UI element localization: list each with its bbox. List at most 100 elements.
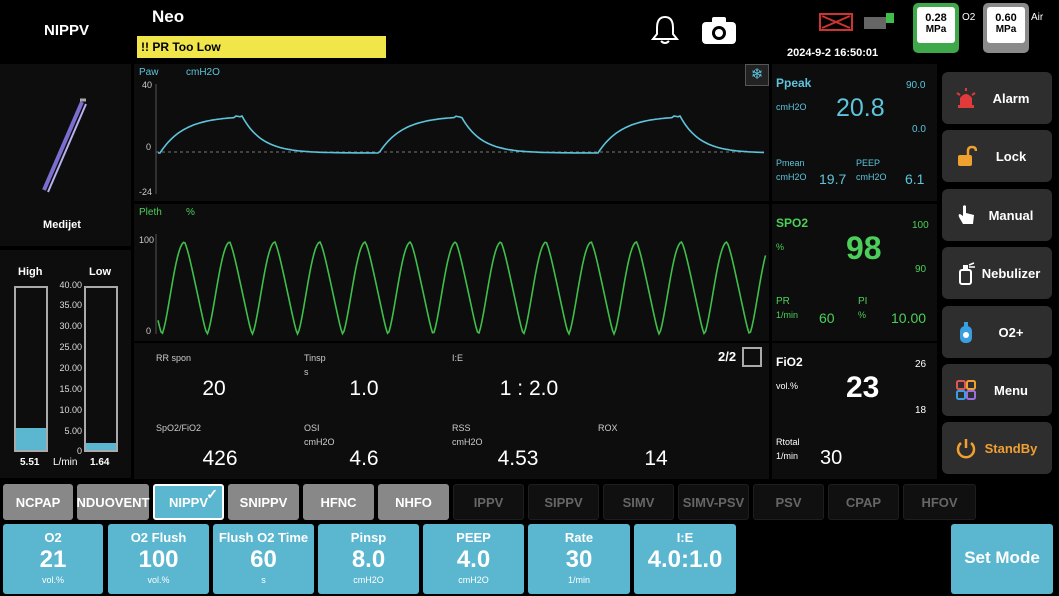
paw-ymin: -24 [139,187,153,197]
lock-button[interactable]: Lock [942,130,1052,182]
pmean-label: Pmean [776,158,805,168]
rtotal-value: 30 [820,447,843,469]
rr-spon-label: RR spon [156,353,192,363]
alarm-button[interactable]: Alarm [942,72,1052,124]
page-indicator[interactable]: 2/2 [718,349,737,364]
param-label: I:E [676,530,694,545]
paw-title: Paw [139,67,159,78]
paw-ymax: 40 [142,80,153,90]
rr-spon-value: 20 [202,377,226,400]
power-icon [954,436,978,460]
checkmark-icon: ✓ [206,486,218,502]
param-pinsp[interactable]: Pinsp 8.0 cmH2O [318,524,419,594]
pr-unit: 1/min [776,310,799,320]
param-ie[interactable]: I:E 4.0:1.0 [634,524,736,594]
nasal-cannula-icon [34,98,94,203]
rtotal-label: Rtotal [776,437,800,447]
flow-low-bar [84,286,118,452]
nebulizer-button[interactable]: Nebulizer [942,247,1052,299]
device-name: Medijet [43,219,81,231]
mode-title: NIPPV [44,22,90,39]
param-o2-flush[interactable]: O2 Flush 100 vol.% [108,524,209,594]
mode-tab-simv[interactable]: SIMV [603,484,674,520]
o2-supply-unit: MPa [925,24,947,35]
air-supply-unit: MPa [995,24,1017,35]
spo2-value: 98 [846,230,882,266]
bell-icon[interactable] [648,14,682,51]
o2-supply-gauge: 0.28 MPa [913,3,959,53]
param-unit: vol.% [147,575,170,585]
alarm-message-bar[interactable]: !! PR Too Low [137,36,386,58]
siren-icon [954,86,978,110]
freeze-icon[interactable]: ❄ [745,64,769,86]
rss-value: 4.53 [497,447,539,470]
fio2-low-limit: 18 [915,405,927,416]
manual-button[interactable]: Manual [942,189,1052,241]
o2-plus-button-label: O2+ [998,324,1024,340]
air-supply-value: 0.60 [995,12,1017,24]
param-o2[interactable]: O2 21 vol.% [3,524,103,594]
tinsp-value: 1.0 [349,377,379,400]
param-value: 60 [250,546,277,573]
pmean-value: 19.7 [819,171,847,187]
camera-icon[interactable] [700,14,738,51]
flow-unit: L/min [53,457,78,468]
peep-value: 6.1 [905,171,925,187]
measurements-panel: 2/2 RR spon 20 Tinsp s 1.0 I:E 1 : 2.0 S… [134,343,769,479]
nebulizer-icon [954,261,978,285]
standby-button-label: StandBy [984,440,1038,456]
param-peep[interactable]: PEEP 4.0 cmH2O [423,524,524,594]
peep-label: PEEP [856,158,881,168]
pleth-unit: % [186,207,195,218]
spo2-low-limit: 90 [915,264,927,275]
air-supply-gauge: 0.60 MPa [983,3,1029,53]
param-unit: s [261,575,266,585]
spo2-fio2-value: 426 [202,447,238,470]
mode-tab-sippv[interactable]: SIPPV [528,484,599,520]
fio2-label: FiO2 [776,355,803,369]
pleth-ymax: 100 [139,235,155,245]
mode-tab-hfnc[interactable]: HFNC [303,484,374,520]
mode-tab-nhfo[interactable]: NHFO [378,484,449,520]
patient-type: Neo [152,7,185,26]
pi-value: 10.00 [891,310,927,326]
spo2-panel: SPO2 100 % 98 90 PR 1/min 60 PI % 10.00 [772,204,937,341]
param-label: Flush O2 Time [218,530,309,545]
param-rate[interactable]: Rate 30 1/min [528,524,630,594]
air-supply-label: Air [1031,12,1044,23]
flow-scale: 40.00 35.00 30.00 25.00 20.00 15.00 10.0… [59,280,82,456]
mode-tab-ncpap[interactable]: NCPAP [3,484,73,520]
mode-tab-nduovent[interactable]: NDUOVENT [77,484,149,520]
manual-button-label: Manual [988,207,1034,223]
param-flush-o2-time[interactable]: Flush O2 Time 60 s [213,524,314,594]
ie-label: I:E [452,353,464,363]
param-value: 30 [565,546,593,573]
hand-pointer-icon [954,203,978,227]
mode-tab-psv[interactable]: PSV [753,484,824,520]
mode-tab-snippv[interactable]: SNIPPV [228,484,299,520]
rtotal-unit: 1/min [776,451,799,461]
page-switch-icon[interactable] [742,347,762,367]
ppeak-value: 20.8 [836,94,885,122]
standby-button[interactable]: StandBy [942,422,1052,474]
menu-button[interactable]: Menu [942,364,1052,416]
o2-supply-label: O2 [962,12,976,23]
rox-value: 14 [644,447,668,470]
o2-plus-button[interactable]: O2+ [942,306,1052,358]
param-value: 8.0 [351,546,386,573]
flow-high-label: High [18,266,43,278]
mode-tab-simv-psv[interactable]: SIMV-PSV [678,484,749,520]
ppeak-panel: Ppeak 90.0 cmH2O 20.8 0.0 Pmean cmH2O 19… [772,64,937,201]
flow-panel: High Low 40.00 35.00 30.00 25.00 20.00 1… [0,250,131,478]
pleth-trace [155,234,767,337]
datetime: 2024-9-2 16:50:01 [787,47,879,59]
mode-tab-nippv[interactable]: NIPPV ✓ [153,484,224,520]
set-mode-button[interactable]: Set Mode [951,524,1053,594]
spo2-high-limit: 100 [912,220,929,231]
mode-tab-hfov[interactable]: HFOV [903,484,976,520]
mode-tab-nippv-label: NIPPV [168,494,208,510]
param-label: O2 Flush [130,530,187,545]
param-value: 21 [39,546,67,573]
mode-tab-cpap[interactable]: CPAP [828,484,899,520]
mode-tab-ippv[interactable]: IPPV [453,484,524,520]
